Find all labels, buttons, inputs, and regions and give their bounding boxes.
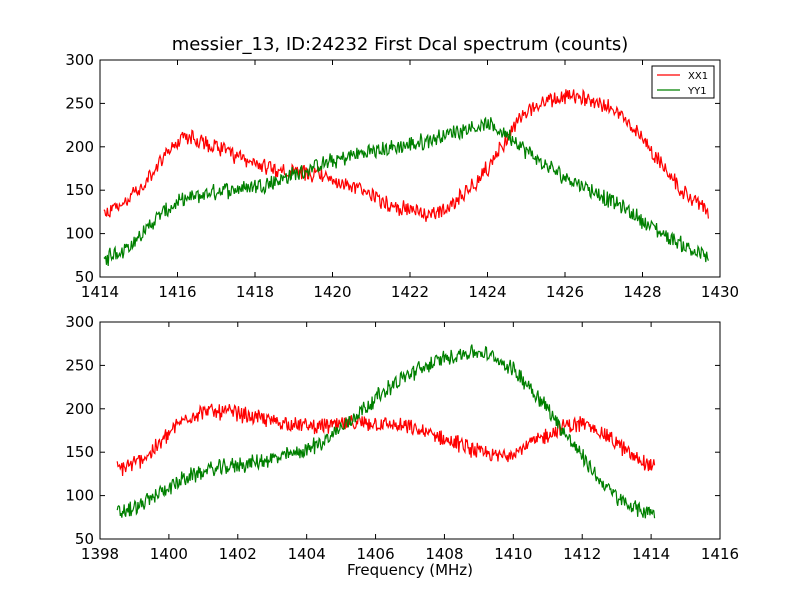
y-tick-label: 50 (75, 268, 94, 286)
x-tick-label: 1398 (81, 545, 119, 563)
y-tick-label: 250 (65, 356, 94, 374)
x-tick-label: 1410 (494, 545, 532, 563)
y-tick-label: 300 (65, 313, 94, 331)
legend-label-yy1: YY1 (687, 86, 707, 97)
x-tick-label: 1420 (313, 283, 351, 301)
series-line-xx1 (116, 403, 656, 476)
x-tick-label: 1414 (81, 283, 119, 301)
x-tick-label: 1422 (391, 283, 429, 301)
x-tick-label: 1418 (236, 283, 274, 301)
x-tick-label: 1426 (546, 283, 584, 301)
x-tick-label: 1402 (219, 545, 257, 563)
y-tick-label: 200 (65, 138, 94, 156)
y-tick-label: 150 (65, 443, 94, 461)
x-tick-label: 1406 (356, 545, 394, 563)
x-tick-label: 1404 (288, 545, 326, 563)
x-tick-label: 1412 (563, 545, 601, 563)
axes-frame (99, 59, 721, 278)
y-tick-label: 50 (75, 530, 94, 548)
y-tick-label: 100 (65, 487, 94, 505)
series-line-yy1 (116, 344, 656, 519)
bottom-spectrum-panel: 1398 1400 1402 1404 1406 1408 1410 1412 1414 1416… (65, 313, 739, 563)
x-tick-label: 1424 (468, 283, 506, 301)
x-tick-label: 1416 (701, 545, 739, 563)
x-tick-label: 1400 (150, 545, 188, 563)
top-spectrum-panel: 1414 1416 1418 1420 1422 1424 1426 1428 1430 50 10… (65, 51, 739, 301)
x-tick-label: 1408 (425, 545, 463, 563)
series-line-xx1 (103, 88, 709, 222)
y-tick-label: 200 (65, 400, 94, 418)
y-tick-label: 250 (65, 94, 94, 112)
y-tick-label: 300 (65, 51, 94, 69)
x-tick-label: 1416 (158, 283, 196, 301)
x-axis-label: Frequency (MHz) (346, 561, 474, 579)
x-tick-label: 1428 (623, 283, 661, 301)
series-line-yy1 (103, 116, 709, 267)
chart-title: messier_13, ID:24232 First Dcal spectrum… (171, 34, 629, 55)
x-tick-label: 1414 (632, 545, 670, 563)
x-tick-label: 1430 (701, 283, 739, 301)
legend-label-xx1: XX1 (688, 71, 708, 82)
y-tick-label: 100 (65, 225, 94, 243)
y-tick-label: 150 (65, 181, 94, 199)
axes-frame (99, 321, 721, 540)
